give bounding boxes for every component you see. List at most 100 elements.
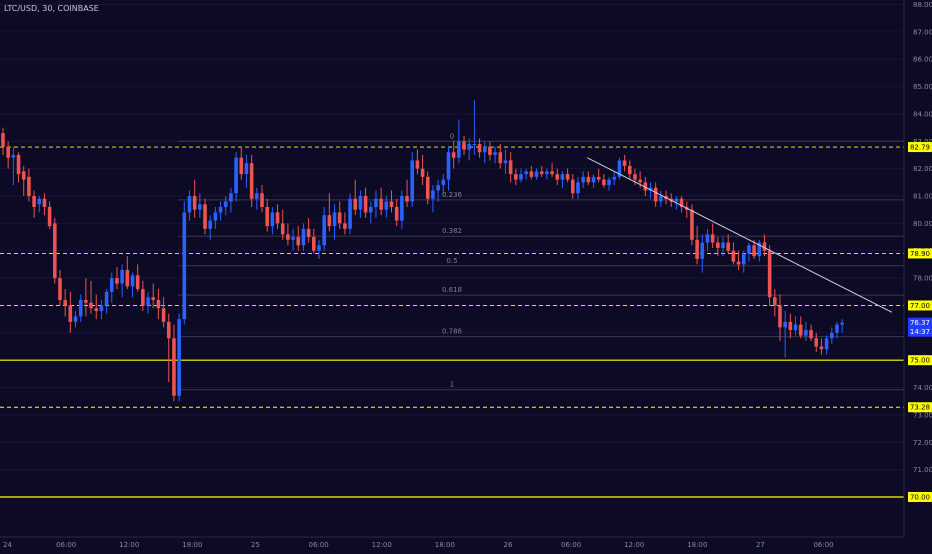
candle[interactable] bbox=[156, 289, 161, 320]
candle[interactable] bbox=[659, 190, 663, 207]
candle[interactable] bbox=[223, 196, 228, 216]
candle[interactable] bbox=[762, 234, 767, 257]
candle[interactable] bbox=[462, 135, 466, 155]
candle[interactable] bbox=[312, 228, 316, 254]
candle[interactable] bbox=[602, 174, 606, 188]
candle[interactable] bbox=[73, 310, 78, 328]
candle[interactable] bbox=[627, 160, 632, 180]
candle[interactable] bbox=[265, 198, 269, 232]
candle[interactable] bbox=[53, 217, 57, 284]
candle[interactable] bbox=[374, 190, 378, 218]
candle[interactable] bbox=[488, 141, 492, 161]
candle[interactable] bbox=[21, 165, 26, 197]
candle[interactable] bbox=[607, 176, 611, 191]
candle[interactable] bbox=[747, 242, 751, 262]
candle[interactable] bbox=[394, 198, 399, 227]
candle[interactable] bbox=[306, 217, 311, 243]
candle[interactable] bbox=[172, 324, 176, 402]
candle[interactable] bbox=[27, 168, 31, 202]
candle[interactable] bbox=[824, 335, 829, 355]
candle[interactable] bbox=[710, 223, 715, 249]
candle[interactable] bbox=[135, 264, 140, 292]
candle[interactable] bbox=[291, 228, 295, 251]
candle[interactable] bbox=[695, 226, 699, 265]
candle[interactable] bbox=[229, 187, 233, 213]
candle[interactable] bbox=[125, 256, 130, 290]
candle[interactable] bbox=[653, 182, 658, 207]
candle[interactable] bbox=[89, 280, 93, 314]
candle[interactable] bbox=[337, 201, 342, 229]
candle[interactable] bbox=[783, 310, 787, 358]
candle[interactable] bbox=[798, 316, 803, 339]
candle[interactable] bbox=[353, 179, 358, 216]
candle[interactable] bbox=[436, 179, 440, 202]
candle[interactable] bbox=[503, 149, 508, 175]
candle[interactable] bbox=[32, 190, 36, 218]
candle[interactable] bbox=[78, 294, 83, 322]
candle[interactable] bbox=[280, 209, 285, 240]
candle[interactable] bbox=[814, 332, 819, 352]
candle[interactable] bbox=[679, 196, 684, 213]
candle[interactable] bbox=[166, 313, 171, 383]
candle[interactable] bbox=[151, 283, 156, 309]
candle[interactable] bbox=[203, 198, 207, 235]
candle[interactable] bbox=[115, 267, 119, 290]
candle[interactable] bbox=[840, 319, 844, 333]
candle[interactable] bbox=[384, 196, 389, 218]
candle[interactable] bbox=[343, 212, 347, 235]
candle[interactable] bbox=[146, 291, 150, 314]
candle[interactable] bbox=[581, 171, 585, 188]
candle[interactable] bbox=[420, 154, 425, 186]
candle[interactable] bbox=[804, 321, 808, 342]
candle[interactable] bbox=[721, 237, 725, 257]
candle[interactable] bbox=[555, 168, 560, 186]
candle[interactable] bbox=[368, 201, 373, 224]
candle[interactable] bbox=[161, 297, 166, 328]
candle[interactable] bbox=[809, 324, 813, 342]
candle[interactable] bbox=[244, 154, 249, 188]
candle[interactable] bbox=[37, 196, 42, 213]
candle[interactable] bbox=[68, 291, 73, 333]
candle[interactable] bbox=[726, 234, 730, 254]
candle[interactable] bbox=[198, 193, 202, 218]
candle[interactable] bbox=[457, 119, 461, 164]
candle[interactable] bbox=[208, 215, 212, 240]
candle[interactable] bbox=[441, 174, 446, 197]
candle[interactable] bbox=[741, 250, 746, 273]
candle[interactable] bbox=[508, 152, 513, 183]
candle[interactable] bbox=[596, 168, 601, 183]
candle[interactable] bbox=[446, 146, 451, 191]
candle[interactable] bbox=[16, 152, 21, 183]
candle[interactable] bbox=[332, 204, 337, 240]
candle[interactable] bbox=[519, 168, 523, 183]
candle[interactable] bbox=[736, 250, 741, 270]
candle[interactable] bbox=[835, 321, 839, 339]
candle[interactable] bbox=[467, 138, 471, 161]
candle[interactable] bbox=[576, 176, 580, 199]
price-axis[interactable]: 88.00 87.00 86.00 85.00 84.00 83.00 82.00 81.00… bbox=[903, 0, 932, 550]
candle[interactable] bbox=[389, 190, 394, 213]
candle[interactable] bbox=[425, 171, 430, 205]
candle[interactable] bbox=[591, 174, 596, 188]
candle[interactable] bbox=[767, 245, 772, 306]
candle[interactable] bbox=[177, 313, 181, 402]
candle[interactable] bbox=[622, 154, 627, 172]
candle[interactable] bbox=[58, 269, 62, 306]
candle[interactable] bbox=[545, 168, 549, 180]
candle[interactable] bbox=[793, 316, 798, 336]
candle[interactable] bbox=[586, 171, 591, 186]
candle[interactable] bbox=[348, 193, 352, 235]
candle[interactable] bbox=[260, 185, 264, 213]
candle[interactable] bbox=[301, 223, 306, 251]
candle[interactable] bbox=[617, 157, 622, 180]
candle[interactable] bbox=[778, 294, 782, 342]
candle[interactable] bbox=[482, 141, 487, 164]
candle[interactable] bbox=[234, 152, 238, 202]
candle[interactable] bbox=[99, 299, 104, 320]
candle[interactable] bbox=[275, 204, 280, 229]
candle[interactable] bbox=[239, 146, 244, 180]
candle[interactable] bbox=[327, 193, 332, 232]
candle[interactable] bbox=[249, 154, 254, 207]
candle[interactable] bbox=[705, 228, 710, 251]
